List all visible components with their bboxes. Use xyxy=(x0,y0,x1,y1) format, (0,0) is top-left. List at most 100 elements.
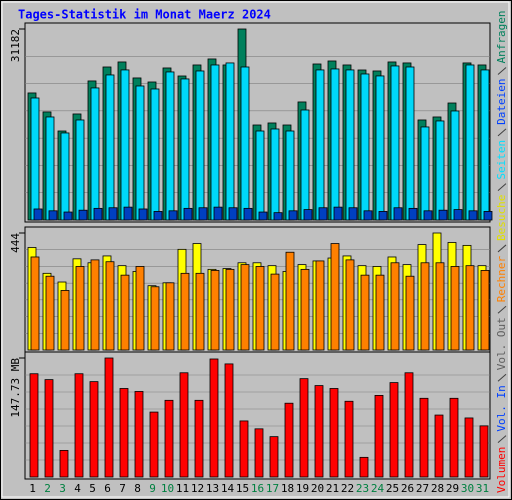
bar xyxy=(300,109,310,221)
chart-title: Tages-Statistik im Monat Maerz 2024 xyxy=(18,8,271,22)
legend-separator xyxy=(497,305,507,314)
bar xyxy=(435,120,445,221)
bar xyxy=(150,88,160,221)
bar xyxy=(194,399,204,478)
x-tick-label: 17 xyxy=(266,482,279,495)
bar xyxy=(104,357,114,478)
bar xyxy=(209,358,219,478)
bar xyxy=(89,381,99,478)
bar xyxy=(270,128,280,221)
bar xyxy=(48,210,58,221)
x-tick-label: 2 xyxy=(44,482,51,495)
bar xyxy=(78,209,88,221)
bar xyxy=(165,282,175,351)
legend-separator xyxy=(497,435,507,444)
bar xyxy=(449,397,459,478)
bar xyxy=(149,411,159,478)
bar xyxy=(228,207,238,221)
x-tick-label: 21 xyxy=(326,482,339,495)
bar xyxy=(213,206,223,221)
bar xyxy=(75,119,85,221)
bar xyxy=(375,75,385,221)
bar xyxy=(179,372,189,478)
x-tick-label: 27 xyxy=(416,482,429,495)
bar xyxy=(255,266,265,351)
legend-separator xyxy=(497,183,507,191)
legend-entry: Volumen xyxy=(495,447,508,493)
x-tick-label: 30 xyxy=(461,482,474,495)
bar xyxy=(318,207,328,221)
bar xyxy=(479,425,489,478)
bar xyxy=(225,62,235,221)
bar xyxy=(285,251,295,351)
bar xyxy=(345,259,355,351)
bar xyxy=(374,395,384,478)
bar xyxy=(390,262,400,351)
bar xyxy=(59,450,69,478)
bar xyxy=(45,275,55,351)
bar xyxy=(164,399,174,478)
bar xyxy=(75,266,85,351)
bar xyxy=(29,373,39,478)
bar xyxy=(254,428,264,478)
bar xyxy=(465,64,475,221)
bar xyxy=(225,268,235,351)
legend-entry: Anfragen xyxy=(495,10,508,63)
bar xyxy=(420,262,430,351)
bar xyxy=(108,207,118,221)
bar xyxy=(344,400,354,478)
bar xyxy=(330,243,340,351)
bar xyxy=(123,206,133,221)
x-tick-label: 24 xyxy=(371,482,385,495)
bar xyxy=(195,272,205,351)
bar xyxy=(60,132,70,221)
bar xyxy=(405,66,415,221)
x-tick-label: 10 xyxy=(161,482,174,495)
bar xyxy=(390,65,400,221)
y-tick-label: 444 xyxy=(9,233,22,253)
bar xyxy=(468,210,478,221)
legend-entry: Vol. In xyxy=(495,385,508,431)
bar xyxy=(360,73,370,221)
bar xyxy=(345,69,355,221)
bar xyxy=(284,402,294,478)
bar xyxy=(119,388,129,478)
bar xyxy=(44,379,54,478)
bar xyxy=(180,78,190,221)
bar xyxy=(150,286,160,351)
bar xyxy=(330,68,340,221)
bar xyxy=(30,256,40,351)
x-tick-label: 20 xyxy=(311,482,324,495)
bar xyxy=(450,266,460,351)
x-tick-label: 15 xyxy=(236,482,249,495)
bar xyxy=(404,372,414,478)
bar xyxy=(483,211,493,221)
bar xyxy=(198,207,208,221)
x-tick-label: 6 xyxy=(104,482,111,495)
bar xyxy=(375,274,385,351)
bar xyxy=(363,210,373,221)
bar xyxy=(360,274,370,351)
x-tick-label: 19 xyxy=(296,482,309,495)
bar xyxy=(135,85,145,221)
legend-entry: Dateien xyxy=(495,78,508,124)
bar xyxy=(423,210,433,221)
bar xyxy=(243,207,253,221)
bar xyxy=(168,210,178,221)
bar xyxy=(450,110,460,221)
bar xyxy=(314,385,324,478)
x-tick-label: 9 xyxy=(149,482,156,495)
bar xyxy=(438,209,448,221)
x-tick-label: 3 xyxy=(59,482,66,495)
bar xyxy=(30,97,40,221)
bar xyxy=(240,66,250,221)
y-tick-label: 31182 xyxy=(9,29,22,62)
bar xyxy=(333,206,343,221)
bar xyxy=(120,69,130,221)
bar xyxy=(183,207,193,221)
bar xyxy=(453,209,463,221)
bar xyxy=(269,436,279,478)
bar xyxy=(315,69,325,221)
x-tick-label: 12 xyxy=(191,482,204,495)
